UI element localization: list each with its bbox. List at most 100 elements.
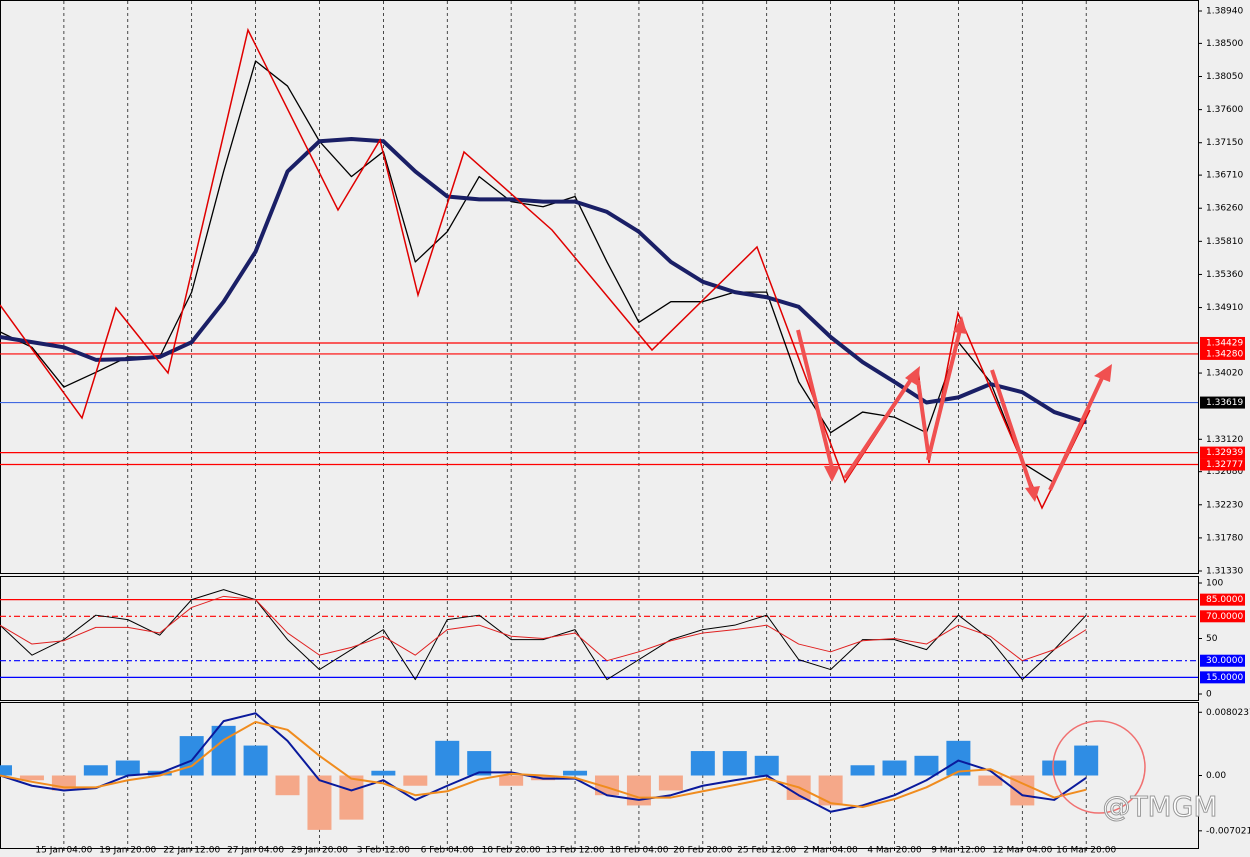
panel-frames [0, 0, 1199, 849]
level-box [1200, 671, 1245, 684]
arrow [916, 379, 930, 453]
arrows [796, 316, 1112, 502]
level-box [1200, 336, 1245, 349]
level-box [1200, 610, 1245, 623]
y-tick-label: 1.33120 [1206, 435, 1243, 445]
histogram-bar [307, 775, 332, 830]
histogram-bar [690, 751, 715, 776]
x-tick-label: 6 Feb 04:00 [421, 846, 475, 856]
series-line [0, 595, 1087, 662]
oscillator-frame [0, 576, 1199, 701]
y-tick-label: 1.35810 [1206, 237, 1243, 247]
histogram-bar [626, 775, 651, 806]
level-label: 30.0000 [1206, 656, 1243, 666]
level-label: 85.0000 [1206, 595, 1243, 605]
histogram-bar [850, 765, 875, 776]
level-label: 1.32939 [1206, 448, 1243, 458]
level-label: 1.34280 [1206, 349, 1243, 359]
x-tick-label: 25 Feb 12:00 [737, 846, 796, 856]
arrow [843, 376, 914, 480]
level-label: 1.34429 [1206, 338, 1243, 348]
histogram-bar [1042, 760, 1067, 776]
level-box [1200, 446, 1245, 459]
y-tick-label: 1.35360 [1206, 270, 1243, 280]
watermark: @TMGM [1102, 790, 1217, 823]
x-tick-label: 18 Feb 04:00 [609, 846, 668, 856]
histogram-bar [563, 770, 588, 776]
x-tick-label: 15 Jan 04:00 [35, 846, 92, 856]
x-tick-label: 20 Feb 20:00 [673, 846, 732, 856]
histogram-bar [211, 725, 236, 776]
x-tick-label: 16 Mar 20:00 [1056, 846, 1116, 856]
y-tick-label: 1.31780 [1206, 533, 1243, 543]
x-tick-label: 12 Mar 04:00 [992, 846, 1052, 856]
arrow [796, 329, 834, 469]
y-tick-label: 1.34910 [1206, 303, 1243, 313]
y-tick-label: 0.00 [1206, 771, 1226, 781]
x-tick-label: 29 Jan 20:00 [291, 846, 348, 856]
y-tick-label: 1.34020 [1206, 369, 1243, 379]
y-tick-label: 1.38940 [1206, 7, 1243, 17]
histogram-bar [435, 740, 460, 776]
series-line [0, 720, 1087, 809]
histogram-bar [403, 775, 428, 786]
x-tick-label: 2 Mar 04:00 [803, 846, 858, 856]
y-tick-label: 0 [1206, 690, 1212, 700]
series-line [0, 137, 1087, 425]
y-tick-label: 1.38050 [1206, 72, 1243, 82]
y-tick-label: 1.31330 [1206, 567, 1243, 577]
arrow-head [1025, 486, 1040, 502]
histogram-bar [754, 755, 779, 776]
arrow-head [824, 466, 840, 482]
x-tick-label: 4 Mar 20:00 [867, 846, 922, 856]
histogram-bar [1074, 745, 1099, 776]
y-tick-label: 1.32680 [1206, 467, 1243, 477]
histogram-bar [978, 775, 1003, 786]
histogram-bar [499, 775, 524, 786]
level-box [1200, 396, 1245, 409]
arrow [990, 369, 1034, 491]
histogram-bar [0, 765, 12, 776]
x-tick-label: 3 Feb 12:00 [357, 846, 411, 856]
level-label: 1.33619 [1206, 398, 1243, 408]
histogram-bar [914, 755, 939, 776]
arrow-head [953, 316, 967, 334]
histogram-bar [83, 765, 108, 776]
y-tick-label: 1.37150 [1206, 138, 1243, 148]
level-label: 70.0000 [1206, 612, 1243, 622]
level-box [1200, 458, 1245, 471]
level-box [1200, 654, 1245, 667]
price-frame [0, 0, 1199, 574]
x-tick-label: 9 Mar 12:00 [931, 846, 986, 856]
histogram-bar [339, 775, 364, 820]
y-tick-label: 100 [1206, 578, 1223, 588]
level-label: 15.0000 [1206, 673, 1243, 683]
arrow [1048, 377, 1104, 491]
x-tick-label: 13 Feb 12:00 [546, 846, 605, 856]
x-tick-label: 27 Jan 04:00 [227, 846, 284, 856]
histogram-bar [371, 770, 396, 776]
histogram-bar [179, 736, 204, 776]
series-line [0, 60, 1087, 484]
x-tick-label: 19 Jan 20:00 [99, 846, 156, 856]
y-tick-label: 50 [1206, 634, 1218, 644]
histogram-bar [946, 740, 971, 776]
x-tick-label: 22 Jan 12:00 [163, 846, 220, 856]
level-box [1200, 347, 1245, 360]
histogram-bar [275, 775, 300, 796]
series-line [0, 589, 1087, 681]
highlight-circle [1052, 720, 1146, 814]
y-tick-label: 1.37600 [1206, 105, 1243, 115]
y-tick-label: 1.32230 [1206, 500, 1243, 510]
y-tick-label: 0.0080237 [1206, 708, 1250, 718]
arrow [926, 329, 962, 461]
arrow-head [1094, 364, 1112, 382]
level-box [1200, 593, 1245, 606]
histogram-bar [882, 760, 907, 776]
level-label: 1.32777 [1206, 460, 1243, 470]
histogram-bar [658, 775, 683, 791]
histogram-bar [243, 745, 268, 776]
histogram-bar [818, 775, 843, 806]
